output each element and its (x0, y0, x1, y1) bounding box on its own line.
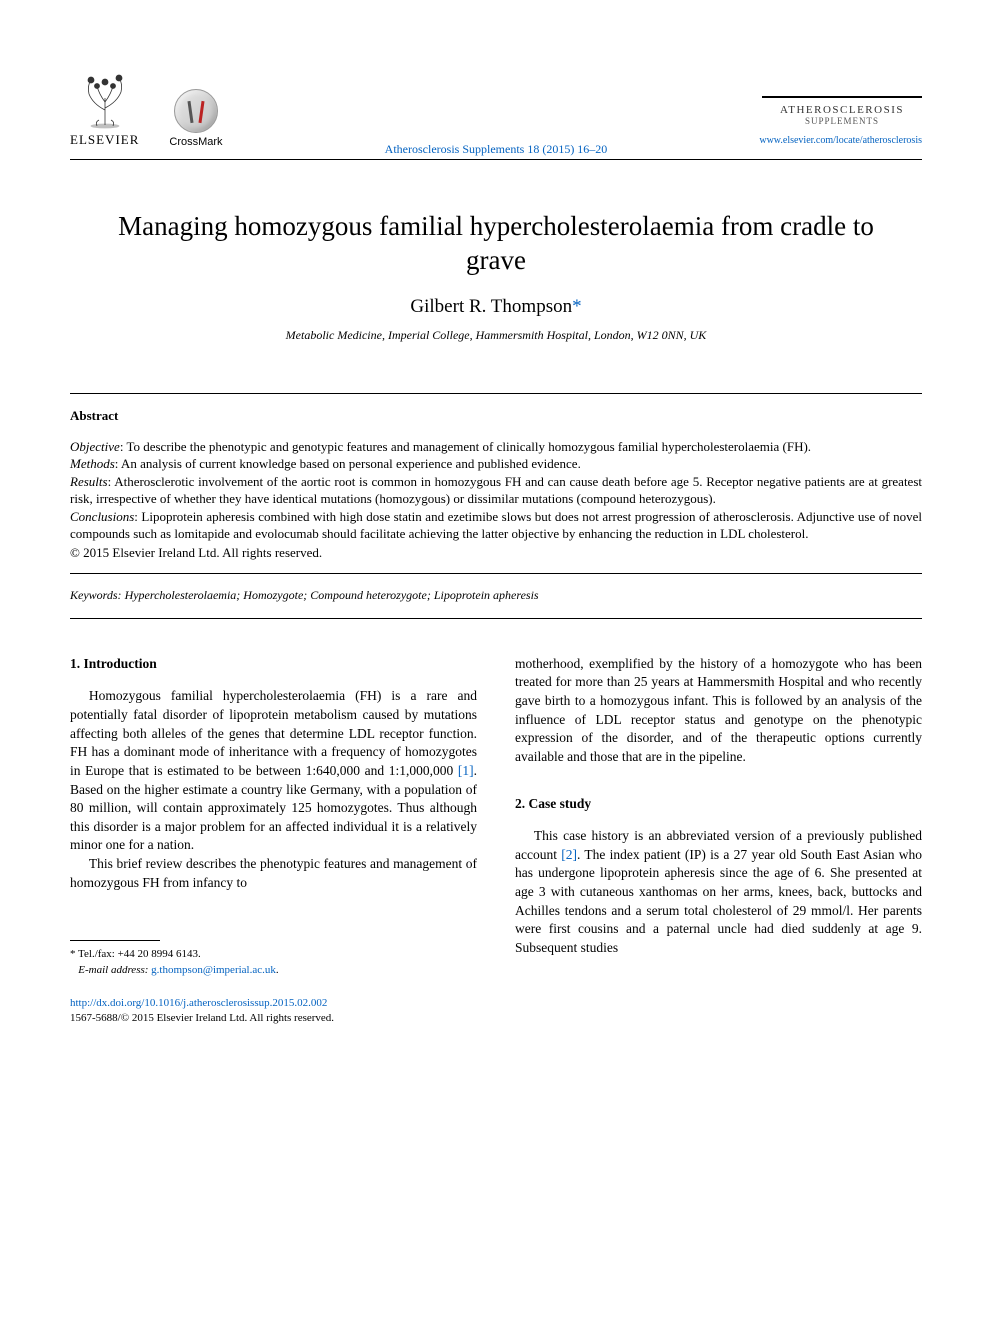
author-line: Gilbert R. Thompson* (70, 296, 922, 318)
keywords-text: Hypercholesterolaemia; Homozygote; Compo… (122, 588, 539, 602)
crossmark-icon (174, 89, 218, 133)
abstract-label: Results (70, 474, 108, 489)
section-heading-case-study: 2. Case study (515, 795, 922, 814)
abstract-heading: Abstract (70, 408, 922, 424)
abstract-label: Methods (70, 456, 115, 471)
para-text: . The index patient (IP) is a 27 year ol… (515, 847, 922, 955)
footnote-tel: * Tel./fax: +44 20 8994 6143. (70, 947, 477, 962)
keywords-bottom-rule (70, 618, 922, 619)
abstract-text: : Atherosclerotic involvement of the aor… (70, 474, 922, 507)
body-columns: 1. Introduction Homozygous familial hype… (70, 655, 922, 1027)
abstract-objective: Objective: To describe the phenotypic an… (70, 438, 922, 456)
abstract-results: Results: Atherosclerotic involvement of … (70, 473, 922, 508)
header-right: ATHEROSCLEROSIS SUPPLEMENTS www.elsevier… (759, 96, 922, 148)
intro-para-2: This brief review describes the phenotyp… (70, 855, 477, 892)
citation-text: Atherosclerosis Supplements 18 (2015) 16… (385, 142, 608, 156)
footnote-email-link[interactable]: g.thompson@imperial.ac.uk (148, 964, 275, 976)
elsevier-wordmark: ELSEVIER (70, 132, 139, 148)
footnote-period: . (276, 964, 279, 976)
footnote-email-line: E-mail address: g.thompson@imperial.ac.u… (70, 963, 477, 978)
abstract-text: : Lipoprotein apheresis combined with hi… (70, 509, 922, 542)
corresponding-footnote: * Tel./fax: +44 20 8994 6143. E-mail add… (70, 947, 477, 978)
header-left: ELSEVIER CrossMark (70, 60, 223, 148)
case-para-1: This case history is an abbreviated vers… (515, 827, 922, 957)
reference-link-2[interactable]: [2] (561, 847, 577, 862)
abstract-copyright: © 2015 Elsevier Ireland Ltd. All rights … (70, 545, 922, 561)
abstract-conclusions: Conclusions: Lipoprotein apheresis combi… (70, 508, 922, 543)
keywords-block: Keywords: Hypercholesterolaemia; Homozyg… (70, 574, 922, 618)
journal-title-box: ATHEROSCLEROSIS SUPPLEMENTS (762, 96, 922, 126)
abstract-text: : An analysis of current knowledge based… (115, 456, 581, 471)
reference-link-1[interactable]: [1] (458, 763, 474, 778)
doi-block: http://dx.doi.org/10.1016/j.atherosclero… (70, 996, 477, 1026)
author-corresponding-marker[interactable]: * (572, 296, 582, 317)
intro-para-1: Homozygous familial hypercholesterolaemi… (70, 687, 477, 855)
abstract-label: Objective (70, 439, 120, 454)
page-header: ELSEVIER CrossMark ATHEROSCLEROSIS SUPPL… (70, 60, 922, 148)
footnote-separator (70, 940, 160, 941)
affiliation: Metabolic Medicine, Imperial College, Ha… (70, 328, 922, 343)
abstract-text: : To describe the phenotypic and genotyp… (120, 439, 811, 454)
header-rule (70, 159, 922, 160)
journal-subtitle: SUPPLEMENTS (762, 116, 922, 126)
doi-link[interactable]: http://dx.doi.org/10.1016/j.atherosclero… (70, 997, 327, 1009)
para-text: Homozygous familial hypercholesterolaemi… (70, 688, 477, 778)
keywords-label: Keywords: (70, 588, 122, 602)
issn-copyright: 1567-5688/© 2015 Elsevier Ireland Ltd. A… (70, 1011, 477, 1026)
abstract-block: Abstract Objective: To describe the phen… (70, 394, 922, 573)
elsevier-logo[interactable]: ELSEVIER (70, 60, 139, 148)
elsevier-tree-icon (75, 60, 135, 130)
crossmark-logo[interactable]: CrossMark (169, 89, 222, 148)
footnote-email-label: E-mail address: (78, 964, 148, 976)
abstract-methods: Methods: An analysis of current knowledg… (70, 455, 922, 473)
author-name: Gilbert R. Thompson (410, 296, 572, 317)
keywords: Keywords: Hypercholesterolaemia; Homozyg… (70, 588, 539, 602)
left-column: 1. Introduction Homozygous familial hype… (70, 655, 477, 1027)
abstract-label: Conclusions (70, 509, 134, 524)
section-heading-introduction: 1. Introduction (70, 655, 477, 674)
crossmark-label: CrossMark (169, 136, 222, 148)
journal-homepage-link[interactable]: www.elsevier.com/locate/atherosclerosis (759, 135, 922, 146)
journal-name: ATHEROSCLEROSIS (762, 104, 922, 116)
article-title: Managing homozygous familial hypercholes… (110, 210, 882, 278)
right-column: motherhood, exemplified by the history o… (515, 655, 922, 1027)
intro-para-3: motherhood, exemplified by the history o… (515, 655, 922, 767)
